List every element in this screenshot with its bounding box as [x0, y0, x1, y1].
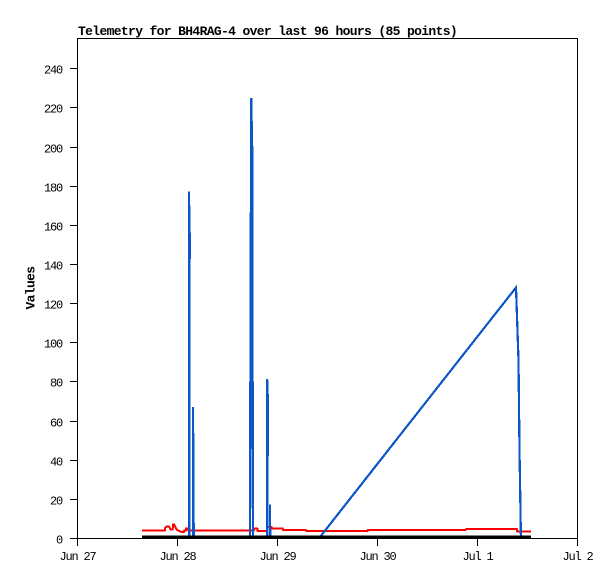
svg-text:220: 220 [44, 103, 63, 117]
svg-text:20: 20 [50, 495, 63, 509]
svg-text:40: 40 [50, 456, 63, 470]
svg-text:200: 200 [44, 143, 63, 157]
svg-text:Jun 28: Jun 28 [159, 550, 196, 564]
svg-text:Jun 30: Jun 30 [359, 550, 396, 564]
svg-text:60: 60 [50, 417, 63, 431]
svg-text:Telemetry for BH4RAG-4 over la: Telemetry for BH4RAG-4 over last 96 hour… [78, 24, 457, 39]
svg-text:Values: Values [24, 266, 39, 310]
svg-text:80: 80 [50, 377, 63, 391]
svg-text:180: 180 [44, 182, 63, 196]
svg-text:Jun 29: Jun 29 [259, 550, 296, 564]
svg-text:100: 100 [44, 338, 63, 352]
svg-text:Jul 1: Jul 1 [462, 550, 493, 564]
svg-text:140: 140 [44, 260, 63, 274]
svg-text:240: 240 [44, 64, 63, 78]
svg-text:120: 120 [44, 299, 63, 313]
svg-text:160: 160 [44, 221, 63, 235]
svg-text:0: 0 [56, 534, 63, 548]
svg-text:Jul 2: Jul 2 [562, 550, 593, 564]
svg-text:Jun 27: Jun 27 [59, 550, 96, 564]
